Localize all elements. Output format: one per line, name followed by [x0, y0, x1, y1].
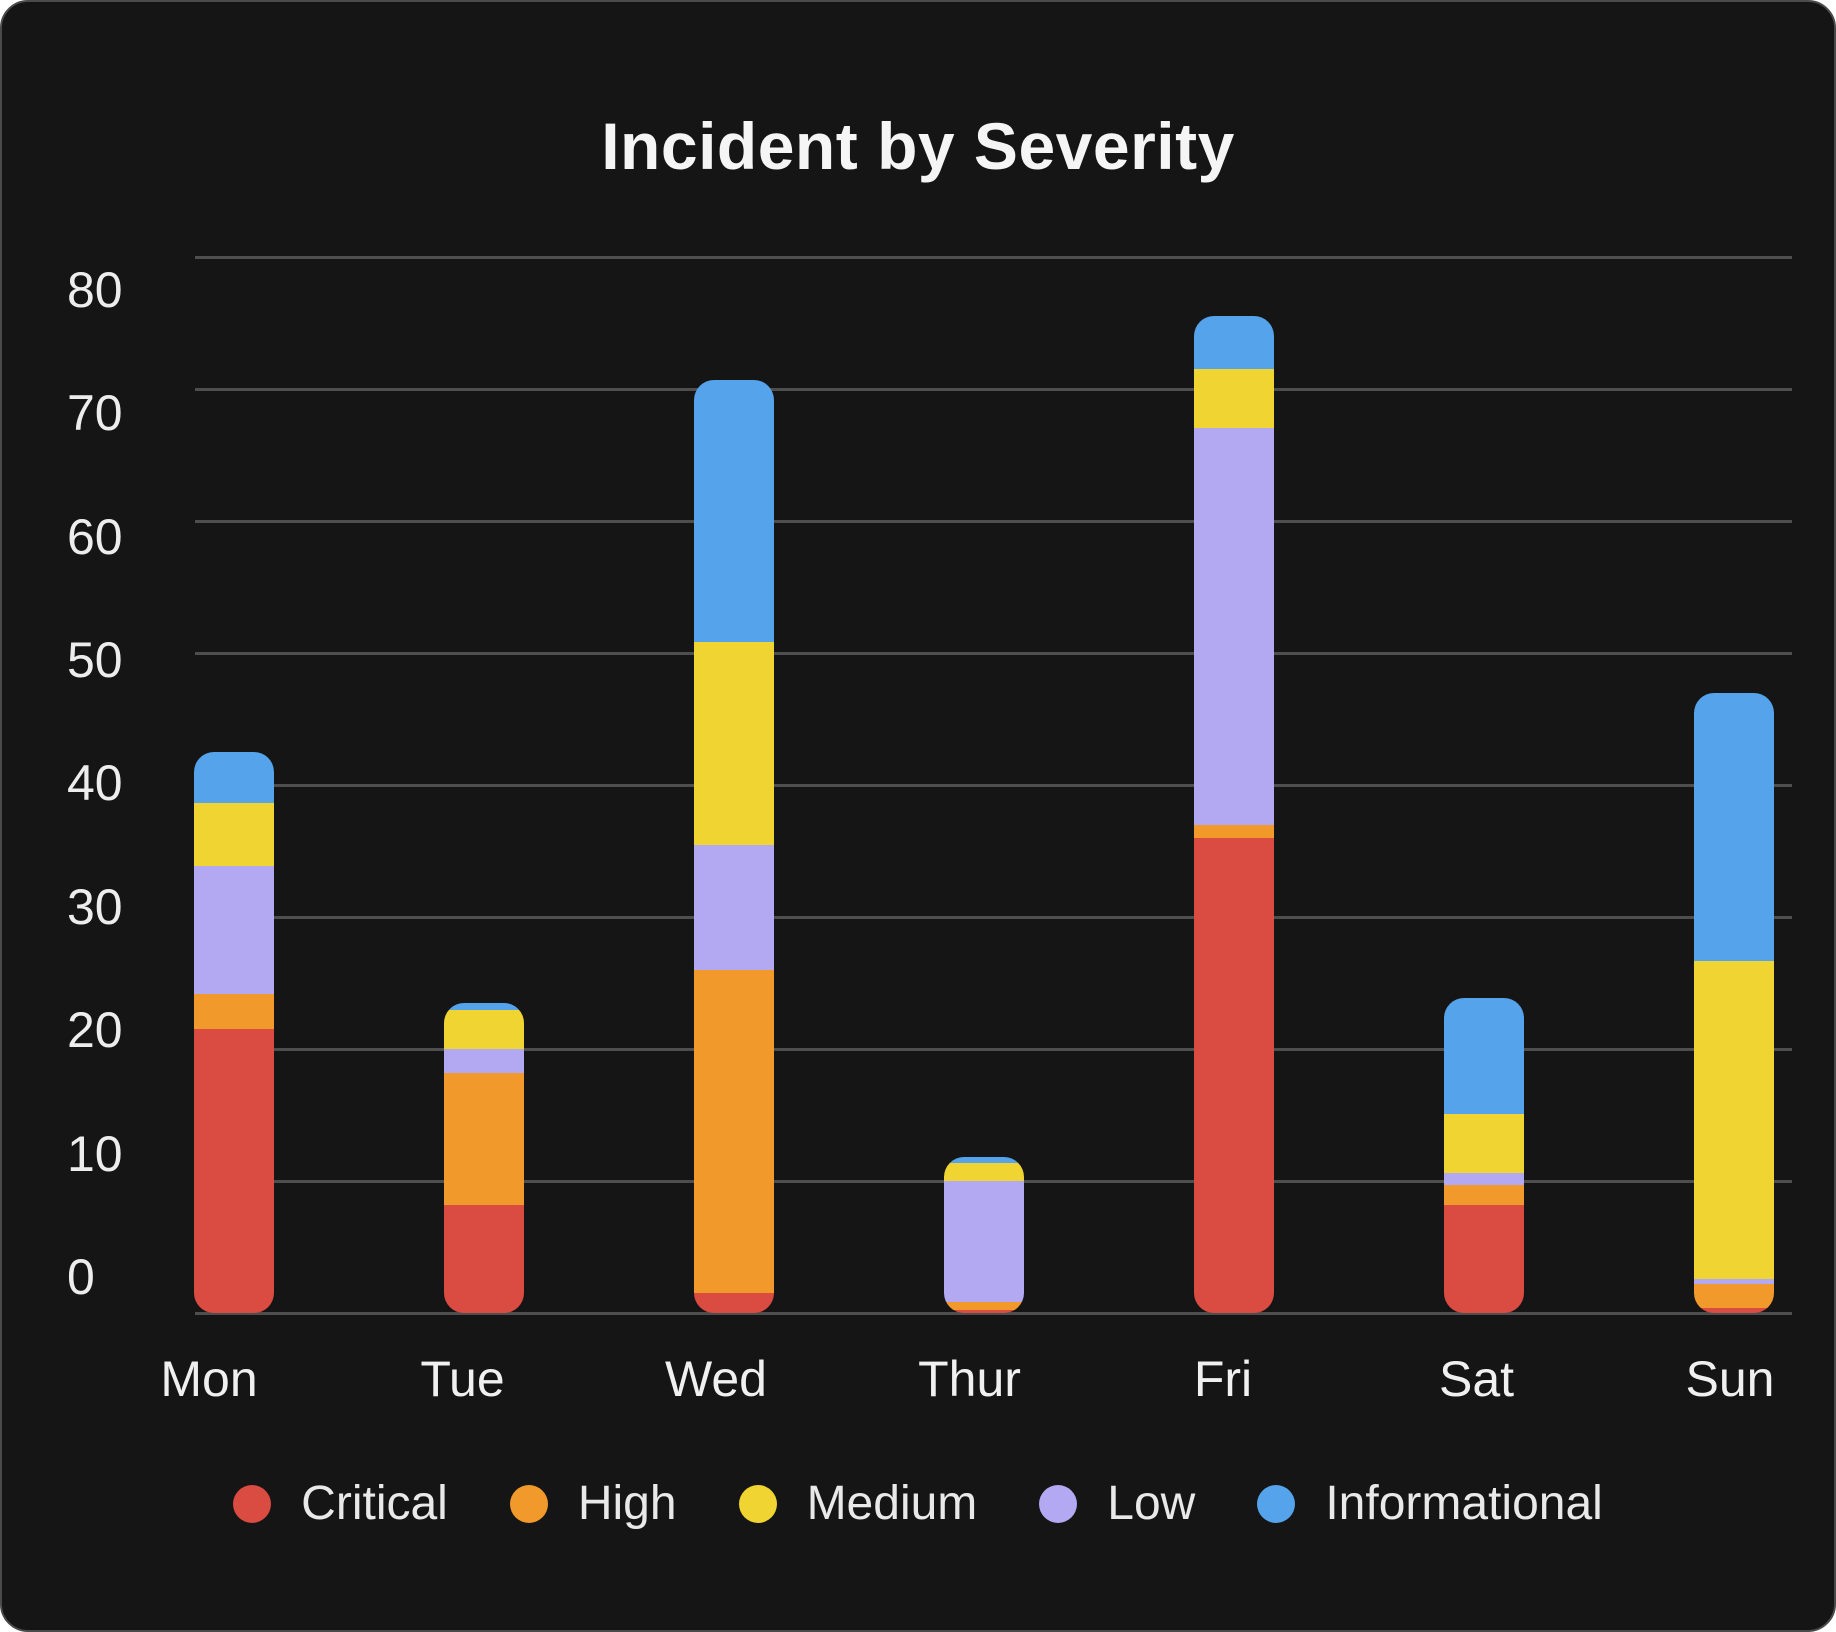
bar-segment-tue-low[interactable]	[444, 1049, 524, 1073]
bar-thur[interactable]	[944, 1157, 1024, 1313]
gridline-y-50	[195, 652, 1792, 655]
bar-segment-sat-informational[interactable]	[1444, 997, 1524, 1114]
y-axis-tick-80: 80	[67, 261, 123, 318]
bar-segment-sat-critical[interactable]	[1444, 1204, 1524, 1313]
y-axis-tick-60: 60	[67, 508, 123, 565]
gridline-y-0	[195, 1311, 1792, 1315]
bar-fri[interactable]	[1194, 315, 1274, 1313]
bar-segment-thur-critical[interactable]	[944, 1310, 1024, 1313]
bar-segment-mon-high[interactable]	[194, 993, 274, 1030]
bar-segment-thur-medium[interactable]	[944, 1162, 1024, 1182]
bar-segment-sat-medium[interactable]	[1444, 1113, 1524, 1174]
bar-sun[interactable]	[1694, 693, 1774, 1313]
bar-segment-thur-low[interactable]	[944, 1181, 1024, 1303]
bar-segment-tue-high[interactable]	[444, 1072, 524, 1205]
bar-segment-fri-medium[interactable]	[1194, 368, 1274, 428]
bar-sat[interactable]	[1444, 997, 1524, 1313]
legend-item-low[interactable]: Low	[1039, 1480, 1195, 1528]
legend-label-informational: Informational	[1325, 1477, 1603, 1530]
bar-segment-wed-medium[interactable]	[694, 641, 774, 845]
bar-mon[interactable]	[194, 752, 274, 1313]
bar-segment-fri-critical[interactable]	[1194, 838, 1274, 1313]
bar-segment-tue-medium[interactable]	[444, 1009, 524, 1050]
bar-segment-wed-low[interactable]	[694, 844, 774, 971]
legend-item-informational[interactable]: Informational	[1257, 1477, 1603, 1530]
legend-dot-low	[1039, 1485, 1078, 1523]
bar-segment-fri-low[interactable]	[1194, 427, 1274, 825]
bar-segment-mon-medium[interactable]	[194, 802, 274, 866]
gridline-y-70	[195, 388, 1792, 392]
legend-dot-critical	[233, 1485, 272, 1523]
x-axis-tick-fri: Fri	[1193, 1351, 1253, 1407]
legend-label-critical: Critical	[301, 1477, 448, 1530]
bar-segment-sun-medium[interactable]	[1694, 960, 1774, 1279]
bar-segment-fri-high[interactable]	[1194, 824, 1274, 839]
bar-segment-wed-high[interactable]	[694, 970, 774, 1294]
bar-segment-sun-high[interactable]	[1694, 1283, 1774, 1308]
bar-segment-wed-informational[interactable]	[694, 380, 774, 642]
legend-label-high: High	[577, 1477, 677, 1530]
bar-segment-mon-low[interactable]	[194, 865, 274, 994]
legend-dot-informational	[1257, 1485, 1296, 1523]
bar-segment-sat-high[interactable]	[1444, 1185, 1524, 1205]
bar-segment-sun-informational[interactable]	[1694, 693, 1774, 961]
x-axis-tick-mon: Mon	[160, 1351, 258, 1407]
bar-segment-sat-low[interactable]	[1444, 1173, 1524, 1186]
y-axis-tick-20: 20	[67, 1002, 123, 1059]
bar-segment-fri-informational[interactable]	[1194, 315, 1274, 369]
bar-tue[interactable]	[444, 1003, 524, 1313]
x-axis-tick-wed: Wed	[665, 1351, 767, 1407]
legend-item-critical[interactable]: Critical	[233, 1480, 448, 1528]
legend-label-medium: Medium	[806, 1477, 978, 1530]
legend-item-medium[interactable]: Medium	[738, 1477, 978, 1530]
x-axis-tick-sun: Sun	[1685, 1351, 1775, 1407]
x-axis-tick-thur: Thur	[918, 1351, 1021, 1407]
legend-dot-medium	[738, 1485, 777, 1523]
legend: Critical High Medium Low Informational	[2, 1480, 1834, 1528]
y-axis-tick-30: 30	[67, 878, 123, 935]
chart-title: Incident by Severity	[601, 109, 1235, 183]
bar-segment-thur-informational[interactable]	[944, 1157, 1024, 1163]
y-axis-tick-70: 70	[67, 385, 123, 442]
gridline-y-60	[195, 520, 1792, 524]
y-axis-tick-40: 40	[67, 755, 123, 812]
y-axis-tick-10: 10	[67, 1125, 123, 1182]
gridline-y-30	[195, 915, 1792, 919]
y-axis-tick-50: 50	[67, 632, 123, 688]
bar-segment-sun-low[interactable]	[1694, 1278, 1774, 1284]
bar-segment-thur-high[interactable]	[944, 1302, 1024, 1311]
x-axis-tick-sat: Sat	[1438, 1351, 1515, 1407]
legend-item-high[interactable]: High	[509, 1477, 677, 1530]
y-axis-tick-0: 0	[67, 1249, 95, 1305]
bar-segment-wed-critical[interactable]	[694, 1293, 774, 1313]
bar-segment-tue-informational[interactable]	[444, 1003, 524, 1010]
bar-segment-tue-critical[interactable]	[444, 1204, 524, 1313]
legend-dot-high	[509, 1485, 548, 1523]
gridline-y-40	[195, 783, 1792, 787]
bar-segment-mon-informational[interactable]	[194, 752, 274, 803]
bar-segment-mon-critical[interactable]	[194, 1029, 274, 1313]
x-axis-tick-tue: Tue	[420, 1351, 505, 1407]
bar-wed[interactable]	[694, 380, 774, 1313]
gridline-y-80	[195, 256, 1792, 260]
bar-segment-sun-critical[interactable]	[1694, 1307, 1774, 1313]
gridline-y-20	[195, 1047, 1792, 1051]
legend-label-low: Low	[1107, 1477, 1196, 1530]
